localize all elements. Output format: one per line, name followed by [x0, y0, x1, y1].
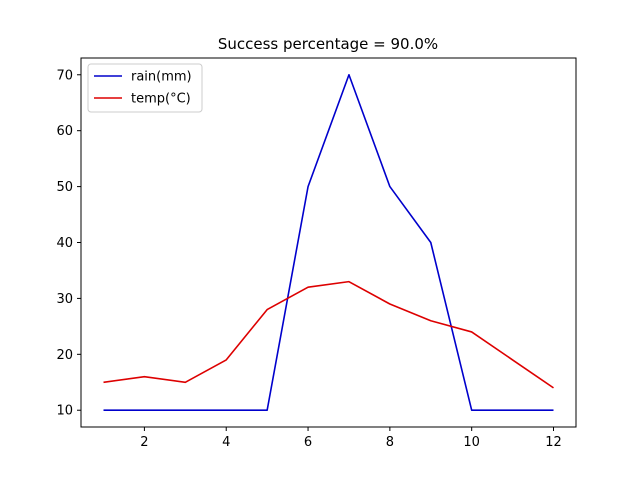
- plot-area-frame: [80, 57, 577, 428]
- x-axis: 2 4 6 8 10 12: [140, 427, 562, 450]
- series-layer: [103, 73, 554, 412]
- y-tick-label: 50: [56, 180, 73, 195]
- legend: rain(mm) temp(°C): [87, 63, 203, 113]
- x-tick-label: 10: [463, 435, 480, 450]
- y-axis: 10 20 30 40 50 60 70: [56, 68, 81, 419]
- series-line-1: [103, 280, 554, 389]
- chart-title: Success percentage = 90.0%: [218, 35, 438, 53]
- x-tick-label: 6: [304, 435, 312, 450]
- x-tick-label: 2: [140, 435, 148, 450]
- y-tick-label: 60: [56, 124, 73, 139]
- y-tick-label: 40: [56, 236, 73, 251]
- y-tick-label: 10: [56, 404, 73, 419]
- y-tick-label: 20: [56, 348, 73, 363]
- x-tick-label: 4: [222, 435, 230, 450]
- legend-label-1: temp(°C): [131, 92, 191, 107]
- x-tick-label: 8: [386, 435, 394, 450]
- legend-label-0: rain(mm): [131, 70, 192, 85]
- y-tick-label: 70: [56, 68, 73, 83]
- series-line-0: [103, 73, 554, 412]
- x-tick-label: 12: [545, 435, 562, 450]
- y-tick-label: 30: [56, 292, 73, 307]
